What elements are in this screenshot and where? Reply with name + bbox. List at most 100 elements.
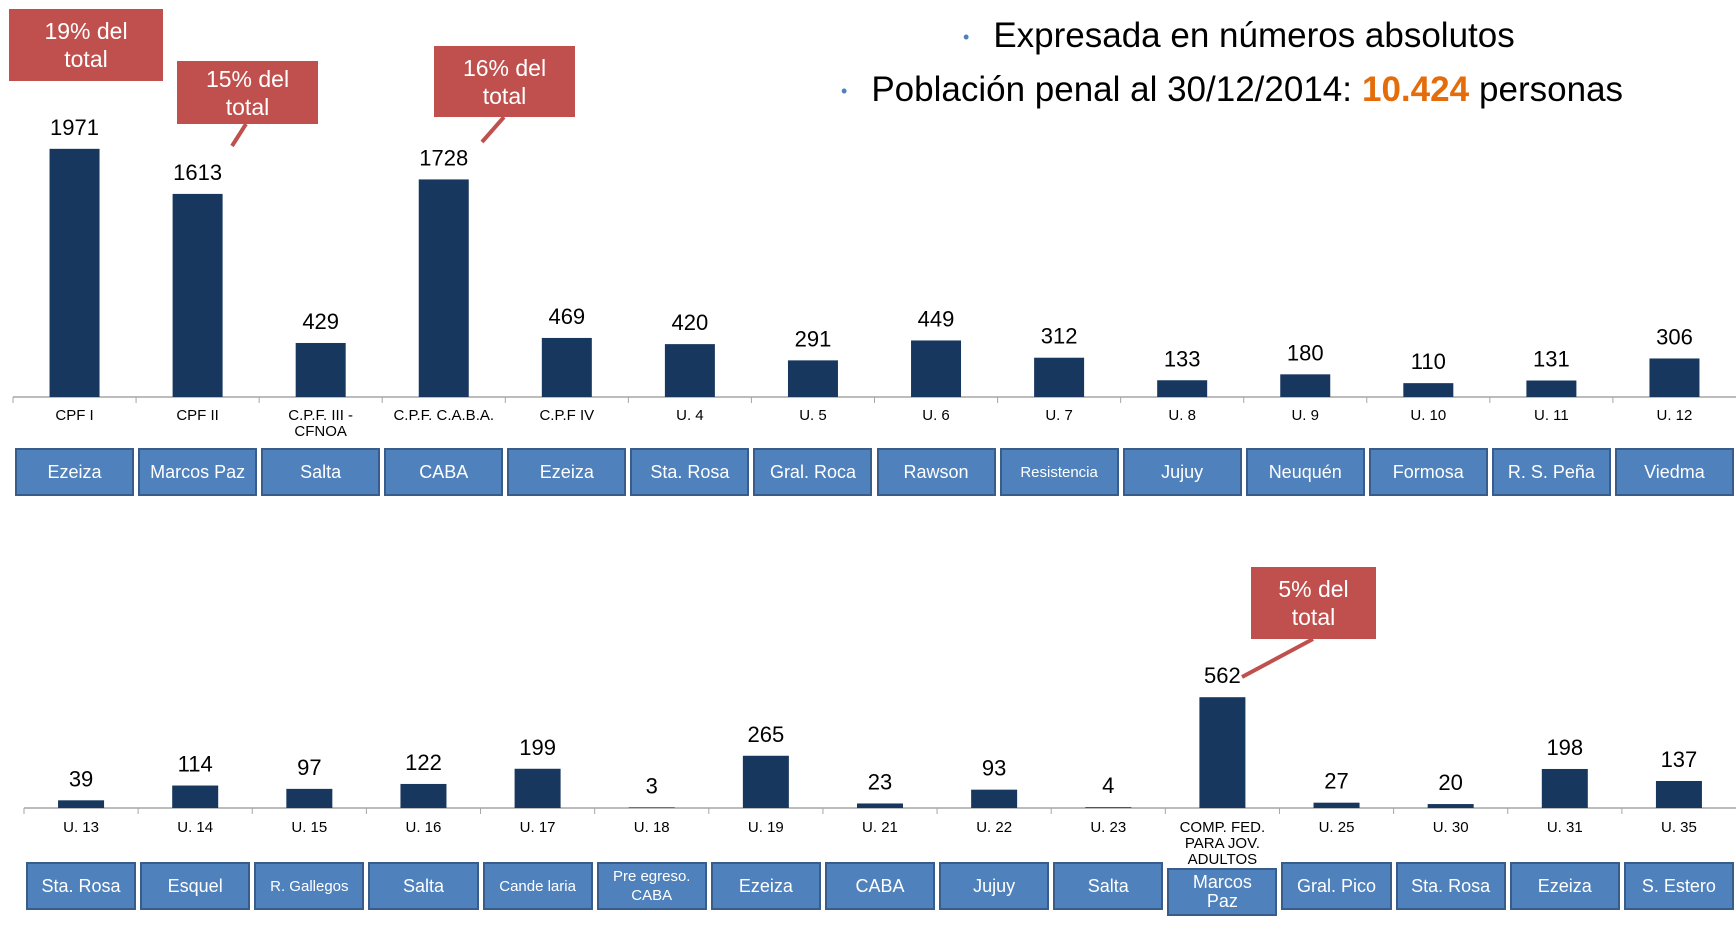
- category-column: COMP. FED. PARA JOV. ADULTOS Marcos Paz: [1167, 819, 1278, 916]
- annotation-connector: [480, 115, 506, 144]
- x-tick-label: U. 25: [1318, 819, 1355, 836]
- bar: [172, 785, 219, 808]
- location-box: S. Estero: [1623, 862, 1734, 910]
- bar: [172, 193, 223, 397]
- value-label: 1971: [50, 115, 99, 140]
- location-box: Jujuy: [939, 862, 1050, 910]
- value-label: 429: [302, 309, 339, 334]
- x-tick-label: U. 11: [1534, 407, 1569, 424]
- location-box: Ezeiza: [1509, 862, 1620, 910]
- category-column: U. 18 Pre egreso. CABA: [596, 819, 707, 910]
- bullet-text: Población penal al 30/12/2014:: [871, 70, 1352, 109]
- category-column: U. 25 Gral. Pico: [1281, 819, 1392, 910]
- bar: [295, 342, 346, 397]
- bar: [1541, 768, 1588, 808]
- category-column: U. 15 R. Gallegos: [254, 819, 365, 910]
- x-tick-label: C.P.F. C.A.B.A.: [393, 407, 495, 424]
- x-tick-label: U. 16: [405, 819, 442, 836]
- location-box: Rawson: [876, 448, 996, 496]
- location-box: Salta: [1053, 862, 1164, 910]
- value-label: 20: [1438, 770, 1462, 795]
- location-box: Salta: [261, 448, 381, 496]
- value-label: 110: [1411, 349, 1446, 374]
- category-column: U. 4 Sta. Rosa: [630, 407, 750, 496]
- x-tick-label: COMP. FED. PARA JOV. ADULTOS: [1179, 819, 1266, 868]
- x-tick-label: CPF I: [55, 407, 94, 424]
- bar: [787, 360, 838, 397]
- category-column: U. 23 Salta: [1053, 819, 1164, 910]
- location-box: Sta. Rosa: [1395, 862, 1506, 910]
- annotation-connector: [1241, 637, 1314, 679]
- location-box: Pre egreso. CABA: [596, 862, 707, 910]
- bar: [1313, 802, 1360, 808]
- category-column: C.P.F. C.A.B.A. CABA: [384, 407, 504, 496]
- location-box: Neuquén: [1245, 448, 1365, 496]
- x-tick-label: C.P.F IV: [539, 407, 595, 424]
- value-label: 27: [1324, 769, 1348, 794]
- location-box: Gral. Pico: [1281, 862, 1392, 910]
- x-tick-label: U. 22: [976, 819, 1013, 836]
- value-label: 133: [1164, 346, 1201, 371]
- x-tick-label: U. 19: [747, 819, 784, 836]
- location-box: Ezeiza: [710, 862, 821, 910]
- bar: [49, 148, 100, 397]
- bar: [911, 340, 962, 397]
- x-tick-label: U. 35: [1660, 819, 1697, 836]
- bar: [1649, 358, 1700, 397]
- category-column: U. 30 Sta. Rosa: [1395, 819, 1506, 910]
- location-box: CABA: [384, 448, 504, 496]
- x-tick-label: CPF II: [176, 407, 219, 424]
- bar: [971, 789, 1018, 808]
- location-box: Ezeiza: [15, 448, 135, 496]
- location-box: Salta: [368, 862, 479, 910]
- x-tick-label: U. 8: [1168, 407, 1196, 424]
- x-tick-label: U. 4: [676, 407, 704, 424]
- location-box: R. Gallegos: [254, 862, 365, 910]
- value-label: 291: [795, 326, 832, 351]
- value-label: 469: [548, 304, 585, 329]
- category-column: U. 6 Rawson: [876, 408, 996, 496]
- value-label: 420: [672, 310, 709, 335]
- x-tick-label: U. 31: [1546, 819, 1583, 836]
- value-label: 93: [982, 756, 1006, 781]
- bar: [1655, 780, 1702, 808]
- category-column: U. 10 Formosa: [1368, 408, 1488, 496]
- bar: [286, 788, 333, 808]
- x-tick-label: U. 23: [1090, 819, 1127, 836]
- x-tick-label: C.P.F. III - CFNOA: [288, 407, 354, 440]
- value-label: 198: [1546, 735, 1583, 760]
- x-tick-label: U. 14: [177, 819, 214, 836]
- value-label: 1613: [173, 160, 222, 185]
- bar: [514, 768, 561, 808]
- value-label: 1728: [419, 145, 468, 170]
- bar: [664, 344, 715, 397]
- bar: [1427, 804, 1474, 808]
- x-tick-label: U. 15: [291, 819, 328, 836]
- value-label: 97: [297, 755, 321, 780]
- annotation: 19% del total: [9, 9, 163, 81]
- category-column: U. 21 CABA: [824, 820, 936, 910]
- location-box: Marcos Paz: [138, 448, 258, 496]
- location-box: Gral. Roca: [753, 448, 873, 496]
- bar: [58, 800, 105, 808]
- location-box: Esquel: [140, 862, 251, 910]
- category-column: U. 19 Ezeiza: [710, 819, 821, 910]
- value-label: 449: [918, 306, 955, 331]
- location-box: Ezeiza: [507, 448, 627, 496]
- value-label: 39: [69, 766, 93, 791]
- category-column: U. 13 Sta. Rosa: [26, 820, 137, 910]
- location-box: CABA: [824, 862, 936, 910]
- bar: [1034, 357, 1085, 397]
- x-tick-label: U. 18: [633, 819, 670, 836]
- x-tick-label: U. 17: [519, 819, 556, 836]
- highlight-number: 10.424: [1361, 70, 1470, 109]
- x-tick-label: U. 30: [1432, 819, 1469, 836]
- bullet: • Población penal al 30/12/2014: 10.424 per…: [841, 70, 1624, 109]
- value-label: 3: [646, 773, 658, 798]
- category-column: U. 22 Jujuy: [939, 819, 1050, 910]
- value-label: 312: [1041, 324, 1078, 349]
- value-label: 199: [519, 735, 556, 760]
- x-tick-label: U. 7: [1045, 407, 1073, 424]
- location-box: R. S. Peña: [1491, 448, 1611, 496]
